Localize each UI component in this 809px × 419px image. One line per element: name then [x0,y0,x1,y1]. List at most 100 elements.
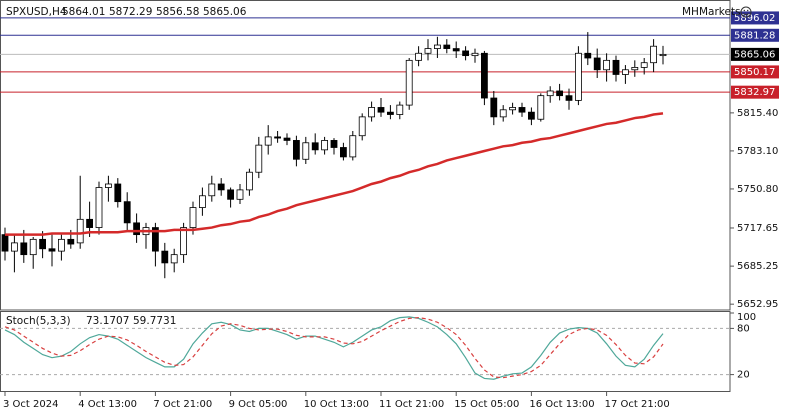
stoch-signal-value: 59.7731 [133,315,176,327]
candle-body [640,62,648,68]
candle-body [76,218,84,244]
level-label-box [731,65,779,79]
candle-body [67,238,75,245]
candle-body [170,254,178,264]
current-price-box [731,47,779,61]
y-tick-label: 5783.10 [737,146,778,157]
x-tick-label: 15 Oct 05:00 [454,399,519,410]
stoch-main-value: 73.1707 [86,315,129,327]
candle-body [462,50,470,57]
candle-body [321,140,329,151]
level-label: 5850.17 [734,67,775,78]
candle-body [105,183,112,188]
stoch-y-tick-label: 80 [737,323,750,334]
header-open: 5864.01 [62,6,105,18]
level-label: 5896.02 [734,13,775,24]
candle-body [255,144,263,173]
candle-body [415,52,423,61]
x-tick-label: 4 Oct 13:00 [78,399,137,410]
current-price-label: 5865.06 [734,49,775,60]
candle-body [575,52,582,101]
stoch-y-tick-label: 100 [737,312,756,323]
candle-body [499,109,507,118]
candle-body [58,238,65,252]
header-low: 5856.58 [156,6,199,18]
candle-body [593,57,601,71]
candle-body [386,111,394,115]
x-tick-label: 10 Oct 13:00 [304,399,369,410]
candle-body [396,104,404,115]
candle-body [565,95,573,101]
candle-body [114,183,122,203]
stoch-line [4,316,664,380]
ma-line [5,112,664,236]
candle-body [161,250,169,264]
candle-body [603,59,610,71]
candle-body [48,248,56,252]
candle-body [133,222,141,236]
y-tick-label: 5717.65 [737,223,778,234]
candle-body [245,171,253,191]
candle-body [236,189,244,200]
candle-body [556,90,563,97]
level-label-box [731,11,779,25]
candle-body [433,44,441,49]
candle-body [480,52,488,99]
y-tick-label: 5815.40 [737,108,778,119]
candle-body [490,97,498,118]
candle-body [302,142,310,160]
candle-body [189,207,197,228]
candle-body [123,201,131,224]
candle-body [368,107,376,118]
header-close: 5865.06 [203,6,247,18]
level-label-box [731,28,779,42]
candle-body [509,107,517,111]
candle-body [39,238,46,250]
candle-body [1,234,9,252]
x-tick-label: 7 Oct 21:00 [153,399,212,410]
candle-body [10,242,18,252]
y-tick-label: 5685.25 [737,261,778,272]
x-tick-label: 11 Oct 21:00 [379,399,444,410]
candle-body [377,107,385,113]
x-tick-label: 17 Oct 21:00 [605,399,670,410]
candle-body [405,59,413,106]
candle-body [311,142,319,151]
stoch-y-tick-label: 20 [737,370,750,381]
candle-body [659,53,667,57]
candle-body [20,242,28,256]
level-label-box [731,85,779,99]
candle-body [528,111,535,120]
candle-body [424,48,432,54]
candle-body [612,59,620,75]
main-frame [0,0,731,311]
candle-body [584,52,592,59]
header-high: 5872.29 [109,6,152,18]
level-label: 5832.97 [734,87,775,98]
candle-body [283,137,291,141]
candle-body [292,140,300,160]
y-tick-label: 5750.80 [737,184,778,195]
candle-body [518,107,526,113]
candle-body [358,116,366,137]
symbol: SPXUSD,H4 [6,6,67,18]
candle-body [274,136,282,139]
candle-body [264,136,272,146]
candle-body [217,183,225,191]
candle-body [180,227,188,256]
y-tick-label: 5652.95 [737,299,778,310]
level-label: 5881.28 [734,30,775,41]
x-tick-label: 16 Oct 13:00 [529,399,594,410]
candle-body [537,95,545,120]
plot-layer: 5815.40 5783.10 5750.80 5717.65 5685.25 5652.… [0,11,779,410]
candle-body [339,147,347,158]
smiley-icon [740,6,752,18]
candle-body [622,69,629,75]
candle-body [631,67,639,71]
candle-body [151,227,159,252]
candle-body [546,90,554,97]
broker: MHMarkets [682,6,741,18]
candle-body [443,44,451,49]
x-tick-label: 9 Oct 05:00 [229,399,288,410]
